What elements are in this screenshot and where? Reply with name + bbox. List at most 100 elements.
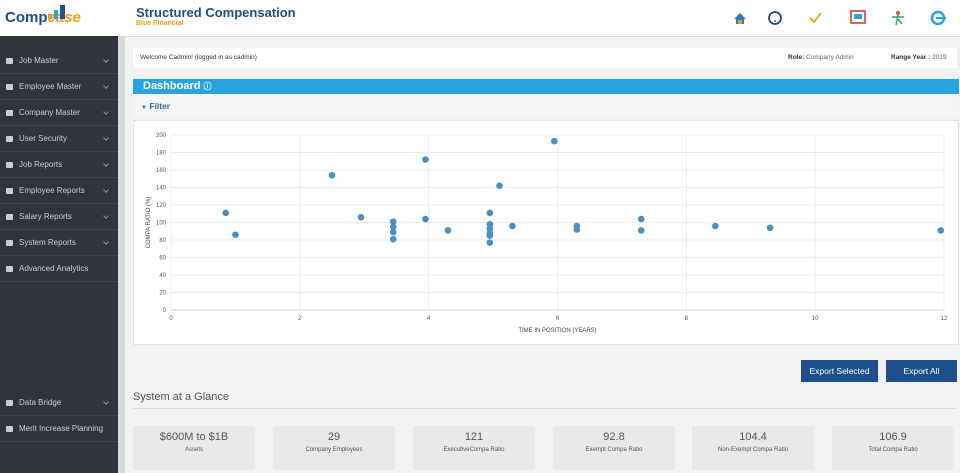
menu-icon [6,240,13,246]
stat-label: Company Employees [305,447,363,453]
stat-card: 121 ExecutiveCompa Ratio [413,426,535,470]
scrollbar[interactable] [118,36,125,473]
welcome-bar: Welcome Cadmin! (logged in as cadmin) Ro… [133,48,957,68]
role: Company Admin [806,54,854,61]
export-selected-button[interactable]: Export Selected [801,360,878,382]
data-point [637,227,645,234]
header: Compease Structured Compensation Blue Fi… [0,0,960,37]
menu-label[interactable]: Merit Increase Planning [19,424,104,433]
menu-label[interactable]: User Security [19,134,68,143]
divider [133,408,957,409]
stat-label: Non-Exempt Compa Ratio [717,447,789,453]
stat-label: Exempt Compa Ratio [585,447,643,453]
menu-icon [6,400,13,406]
data-point [937,227,945,234]
menu-label[interactable]: Employee Reports [19,186,85,195]
menu-label[interactable]: Employee Master [19,82,82,91]
data-point [357,213,365,221]
y-tick-label: 0 [163,308,167,314]
x-axis-label: TIME IN POSITION (YEARS) [518,328,596,334]
menu-icon [6,84,13,90]
menu-item[interactable]: Employee Master [0,74,118,100]
data-point [328,171,336,179]
data-point [422,215,429,223]
data-point [389,235,397,243]
chevron [103,399,109,405]
x-tick-label: 6 [556,316,560,322]
menu-item[interactable]: System Reports [0,230,118,256]
dashboard-title: Dashboard [143,80,201,92]
dashboard-bar: Dashboard ⓘ [133,79,959,94]
data-point [389,228,397,236]
filter-toggle[interactable]: ▼ Filter [133,94,959,118]
company-name: Blue Financial [136,20,184,27]
data-point [232,231,239,239]
y-tick-label: 60 [159,256,166,262]
data-point [222,209,230,217]
menu-label[interactable]: Company Master [19,108,80,117]
menu-item[interactable]: Advanced Analytics [0,256,118,282]
stat-value: 29 [327,431,341,443]
welcome-text: Welcome Cadmin! (logged in as cadmin) [140,54,257,61]
data-point [389,223,397,231]
menu-item[interactable]: Employee Reports [0,178,118,204]
data-point [496,182,503,190]
menu-item[interactable]: Job Master [0,48,118,74]
stat-card: 92.8 Exempt Compa Ratio [553,426,675,470]
y-axis-label: COMPA RATIO (%) [146,197,152,249]
menu-label[interactable]: Data Bridge [19,398,62,407]
menu-item[interactable]: User Security [0,126,118,152]
stat-card: $600M to $1B Assets [133,426,255,470]
menu-item[interactable]: Merit Increase Planning [0,416,118,442]
stat-value: 121 [464,431,484,443]
y-tick-label: 140 [156,186,167,192]
data-point [637,215,645,223]
chevron [103,135,109,141]
menu-label[interactable]: Salary Reports [19,212,72,221]
chart: 0 20 40 60 80 100 120 140 160 180 200 0 2 4 6 8 10 12 TIME… [146,133,948,334]
menu-label[interactable]: Advanced Analytics [19,264,89,273]
filter-label[interactable]: Filter [149,101,171,111]
menu-label[interactable]: Job Master [19,56,59,65]
chevron [103,187,109,193]
y-tick-label: 80 [159,238,166,244]
menu-item[interactable]: Data Bridge [0,390,118,416]
menu-label[interactable]: System Reports [19,238,76,247]
export-all-button[interactable]: Export All [886,360,957,382]
y-tick-label: 40 [159,273,166,279]
stat-card: 29 Company Employees [273,426,395,470]
data-point [766,224,774,232]
logo[interactable]: Compease [5,9,81,26]
y-tick-label: 160 [156,168,167,174]
x-tick-label: 0 [169,316,173,322]
data-point [509,222,516,230]
data-point [444,227,452,234]
header-icons[interactable] [730,8,950,28]
sidebar: Job Master Employee Master Company Master U… [0,36,118,473]
stat-value: 104.4 [739,431,767,443]
menu-icon [6,110,13,116]
menu-item[interactable]: Job Reports [0,152,118,178]
section-title: System at a Glance [133,391,229,403]
stat-label: ExecutiveCompa Ratio [443,447,505,453]
chart-panel: 0 20 40 60 80 100 120 140 160 180 200 0 2 4 6 8 10 12 TIME… [133,120,959,345]
menu-item[interactable]: Salary Reports [0,204,118,230]
logo-bars [48,5,65,19]
chevron [103,109,109,115]
stat-label: Total Compa Ratio [868,447,918,453]
x-tick-label: 10 [812,316,819,322]
y-tick-label: 120 [156,203,167,209]
data-point [389,218,397,225]
stat-value: $600M to $1B [159,431,229,443]
x-tick-label: 8 [685,316,689,322]
menu-icon [6,162,13,168]
menu-label[interactable]: Job Reports [19,160,63,169]
y-tick-label: 100 [156,221,167,227]
chevron [103,239,109,245]
data-point [550,137,558,145]
stat-value: 92.8 [603,431,625,443]
menu-item[interactable]: Company Master [0,100,118,126]
role-label: Role: [788,54,805,61]
menu-icon [6,136,13,142]
